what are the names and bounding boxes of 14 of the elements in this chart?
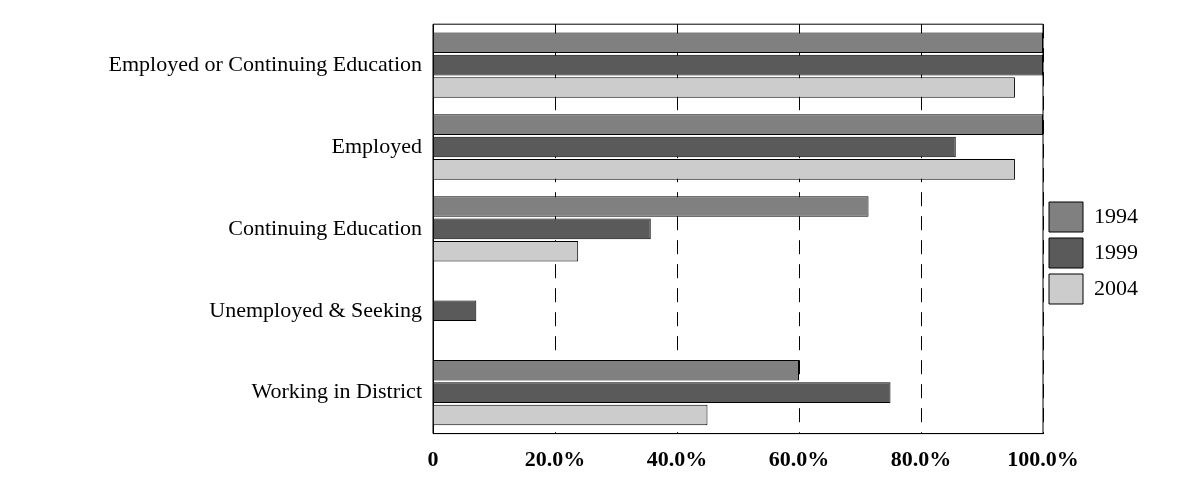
x-tick-label: 40.0% bbox=[646, 446, 708, 472]
x-tick-label: 100.0% bbox=[1007, 446, 1079, 472]
x-tick-label: 0 bbox=[427, 446, 439, 472]
y-tick-label: Employed or Continuing Education bbox=[108, 50, 422, 76]
y-tick-label: Working in District bbox=[251, 378, 422, 404]
x-tick-label: 60.0% bbox=[768, 446, 830, 472]
y-tick-label: Continuing Education bbox=[228, 214, 422, 240]
legend-label: 2004 bbox=[1094, 274, 1138, 300]
y-tick-label: Employed bbox=[331, 132, 422, 158]
y-tick-label: Unemployed & Seeking bbox=[209, 296, 422, 322]
x-tick-label: 20.0% bbox=[524, 446, 586, 472]
legend-label: 1999 bbox=[1094, 238, 1138, 264]
legend-label: 1994 bbox=[1094, 202, 1138, 228]
x-tick-label: 80.0% bbox=[890, 446, 952, 472]
